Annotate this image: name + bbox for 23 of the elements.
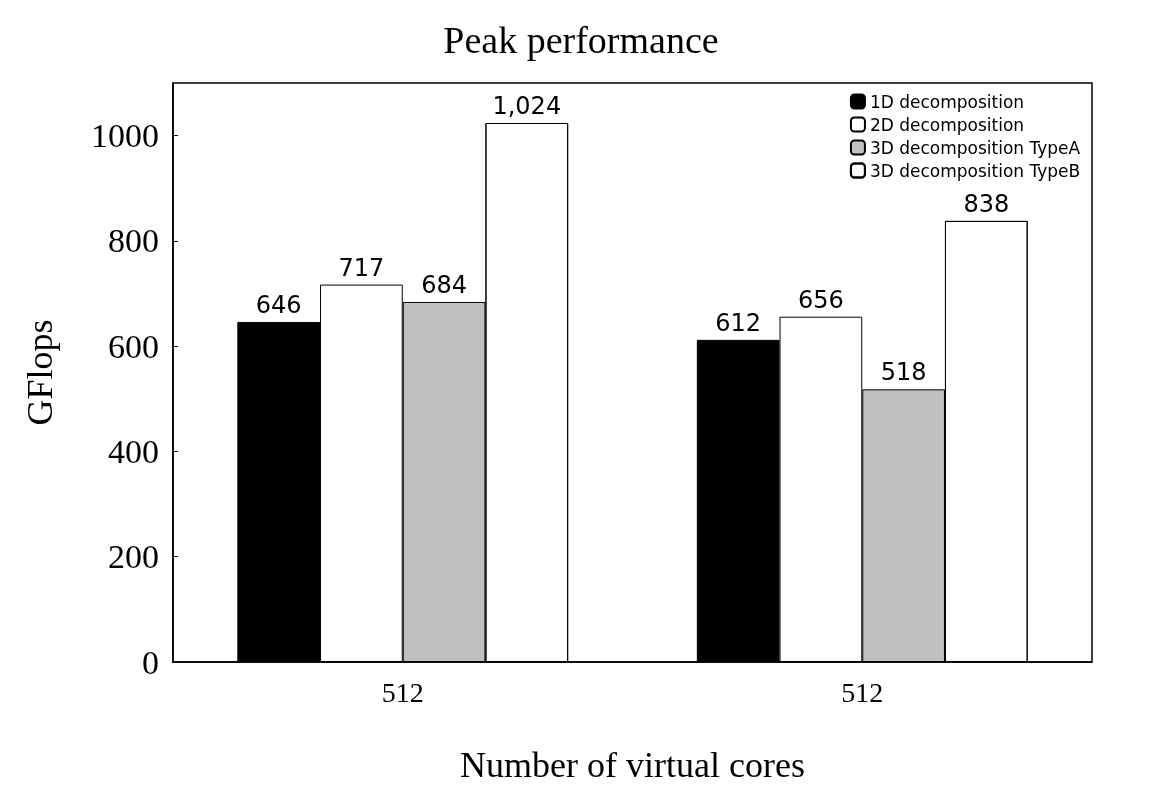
data-label: 656 bbox=[797, 285, 844, 314]
legend-label: 2D decomposition bbox=[869, 114, 1025, 135]
data-label: 838 bbox=[963, 189, 1010, 218]
chart-title: Peak performance bbox=[443, 19, 719, 61]
y-tick-label: 200 bbox=[108, 538, 159, 576]
y-axis-title: GFlops bbox=[20, 319, 60, 426]
data-label: 684 bbox=[421, 270, 468, 299]
legend-label: 1D decomposition bbox=[869, 91, 1025, 112]
legend-label: 3D decomposition TypeA bbox=[869, 137, 1081, 158]
legend-label: 3D decomposition TypeB bbox=[869, 160, 1081, 181]
y-tick-label: 400 bbox=[108, 432, 159, 470]
x-axis-title: Number of virtual cores bbox=[460, 745, 805, 785]
y-tick-label: 600 bbox=[108, 327, 159, 365]
y-tick-label: 1000 bbox=[91, 117, 159, 155]
data-label: 612 bbox=[715, 308, 762, 337]
data-label: 717 bbox=[338, 253, 385, 282]
x-tick-label: 512 bbox=[841, 676, 884, 708]
data-label: 518 bbox=[880, 358, 927, 387]
y-tick-label: 800 bbox=[108, 222, 159, 260]
data-label: 1,024 bbox=[492, 92, 562, 120]
x-tick-label: 512 bbox=[381, 676, 424, 708]
data-label: 646 bbox=[255, 290, 302, 319]
y-tick-label: 0 bbox=[142, 643, 159, 681]
